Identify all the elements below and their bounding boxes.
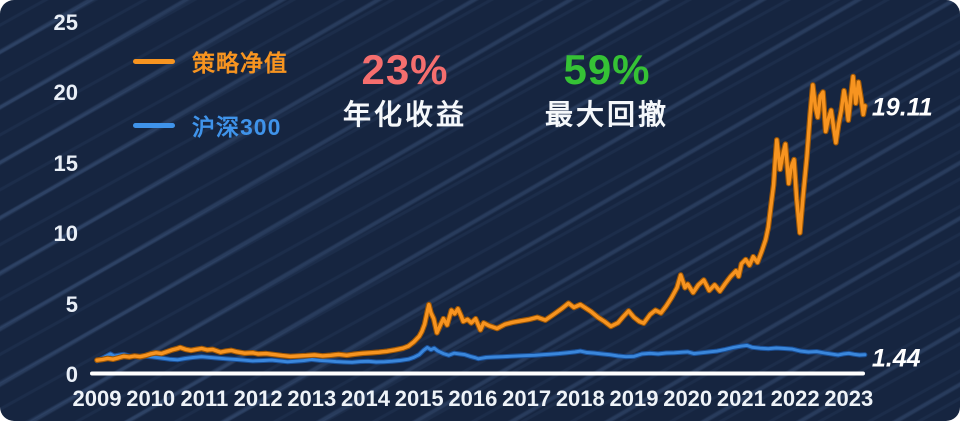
strategy-end-value-label: 19.11 <box>871 93 933 122</box>
y-tick-25: 25 <box>53 10 78 35</box>
x-tick-2013: 2013 <box>287 386 337 411</box>
benchmark-line-swatch <box>133 122 175 128</box>
legend-item-benchmark: 沪深300 <box>133 111 288 140</box>
x-axis-tick-labels: 2009 2010 2011 2012 2013 2014 2015 2016 2017 2018… <box>0 386 960 416</box>
x-tick-2021: 2021 <box>716 386 766 411</box>
max-drawdown-label: 最大回撤 <box>544 99 670 130</box>
y-tick-10: 10 <box>53 221 78 247</box>
max-drawdown-value: 59% <box>563 46 651 93</box>
y-tick-20: 20 <box>53 80 78 106</box>
y-tick-5: 5 <box>65 291 78 317</box>
x-tick-2012: 2012 <box>233 386 283 411</box>
legend: 策略净值 沪深300 <box>133 47 288 140</box>
x-tick-2011: 2011 <box>180 386 229 411</box>
y-tick-0: 0 <box>65 362 78 387</box>
x-tick-2019: 2019 <box>609 386 659 411</box>
annualized-return-label: 年化收益 <box>342 99 468 130</box>
y-axis-tick-labels: 0 5 10 15 20 25 <box>0 0 78 421</box>
annualized-return-value: 23% <box>361 46 449 93</box>
stat-annualized-return: 23% 年化收益 <box>343 48 467 133</box>
y-tick-15: 15 <box>53 150 78 176</box>
x-tick-2018: 2018 <box>555 386 605 411</box>
legend-label-strategy: 策略净值 <box>192 50 288 76</box>
x-tick-2022: 2022 <box>770 386 820 411</box>
x-tick-2016: 2016 <box>448 386 498 411</box>
stat-max-drawdown: 59% 最大回撤 <box>545 48 669 133</box>
legend-label-benchmark: 沪深300 <box>192 114 282 140</box>
strategy-line-swatch <box>133 58 175 64</box>
strategy-line-stroke <box>95 74 867 362</box>
x-tick-2015: 2015 <box>394 386 444 411</box>
x-tick-2010: 2010 <box>126 386 176 411</box>
x-tick-2017: 2017 <box>502 386 552 411</box>
legend-item-strategy: 策略净值 <box>133 47 288 76</box>
x-tick-2014: 2014 <box>341 386 390 411</box>
x-tick-2023: 2023 <box>824 386 874 411</box>
benchmark-line-stroke <box>95 343 867 364</box>
benchmark-end-value-label: 1.44 <box>871 344 921 373</box>
x-tick-2020: 2020 <box>663 386 713 411</box>
x-tick-2009: 2009 <box>72 386 122 411</box>
